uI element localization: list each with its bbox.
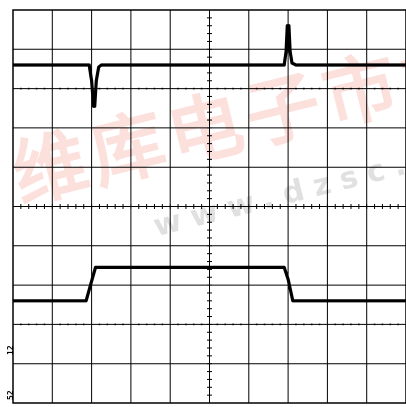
grid-dot: [397, 87, 399, 90]
grid-dot: [342, 87, 344, 90]
grid-dot: [59, 87, 61, 90]
grid-dot: [114, 87, 116, 90]
grid-dot: [255, 87, 258, 90]
grid-dot: [381, 323, 384, 326]
grid-dot: [200, 87, 203, 90]
grid-dot: [255, 323, 258, 326]
grid-dot: [106, 323, 109, 326]
grid-dot: [43, 323, 46, 326]
grid-dot: [216, 87, 219, 90]
grid-dot: [342, 323, 344, 326]
grid-dot: [350, 323, 352, 326]
grid-dot: [153, 87, 156, 90]
grid-dot: [122, 323, 124, 326]
grid-dot: [137, 87, 140, 90]
grid-dot: [75, 87, 77, 90]
grid-dot: [177, 87, 179, 90]
grid-dot: [303, 323, 305, 326]
grid-dot: [263, 323, 266, 326]
trace-1: [13, 24, 406, 108]
grid-dot: [373, 323, 376, 326]
grid-dot: [185, 323, 187, 326]
grid-dot: [216, 323, 219, 326]
grid-dot: [137, 323, 140, 326]
grid-dot: [232, 87, 234, 90]
grid-dot: [318, 323, 321, 326]
grid-dot: [122, 87, 124, 90]
grid-dot: [271, 87, 274, 90]
grid-dot: [389, 87, 392, 90]
channel-label-2: 52: [6, 390, 15, 400]
channel-label-1: 12: [6, 345, 15, 355]
grid-dot: [334, 87, 337, 90]
grid-dot: [192, 87, 195, 90]
grid-dot: [98, 323, 101, 326]
grid: [12, 9, 406, 403]
grid-dot: [358, 323, 360, 326]
grid-dot: [20, 87, 22, 90]
grid-dot: [232, 323, 234, 326]
grid-dot: [20, 323, 22, 326]
grid-dot: [350, 87, 352, 90]
trace-2: [13, 265, 406, 303]
grid-dot: [145, 323, 148, 326]
grid-dot: [373, 87, 376, 90]
grid-dot: [200, 323, 203, 326]
grid-dot: [240, 323, 242, 326]
grid-dot: [263, 87, 266, 90]
grid-dot: [310, 323, 313, 326]
grid-dot: [67, 87, 69, 90]
grid-dot: [224, 323, 227, 326]
traces: [13, 24, 406, 303]
grid-dot: [318, 87, 321, 90]
grid-dot: [185, 87, 187, 90]
grid-dot: [98, 87, 101, 90]
grid-dot: [240, 87, 242, 90]
grid-dot: [27, 87, 30, 90]
grid-dot: [43, 87, 46, 90]
grid-dot: [310, 87, 313, 90]
grid-dot: [358, 87, 360, 90]
grid-dot: [295, 323, 297, 326]
grid-dot: [192, 323, 195, 326]
grid-dot: [389, 323, 392, 326]
grid-dot: [161, 323, 164, 326]
grid-dot: [145, 87, 148, 90]
grid-dot: [106, 87, 109, 90]
grid-dot: [295, 87, 297, 90]
grid-dot: [35, 323, 38, 326]
grid-dot: [177, 323, 179, 326]
grid-dot: [303, 87, 305, 90]
grid-dot: [224, 87, 227, 90]
grid-dot: [397, 323, 399, 326]
grid-dot: [75, 323, 77, 326]
grid-dot: [279, 323, 282, 326]
grid-dot: [114, 323, 116, 326]
grid-dot: [67, 323, 69, 326]
grid-dot: [82, 87, 85, 90]
grid-dot: [279, 87, 282, 90]
grid-dot: [35, 87, 38, 90]
grid-dot: [27, 323, 30, 326]
grid-dot: [381, 87, 384, 90]
grid-dot: [334, 323, 337, 326]
grid-dot: [161, 87, 164, 90]
grid-dot: [59, 323, 61, 326]
grid-dot: [153, 323, 156, 326]
grid-dot: [271, 323, 274, 326]
grid-dot: [82, 323, 85, 326]
